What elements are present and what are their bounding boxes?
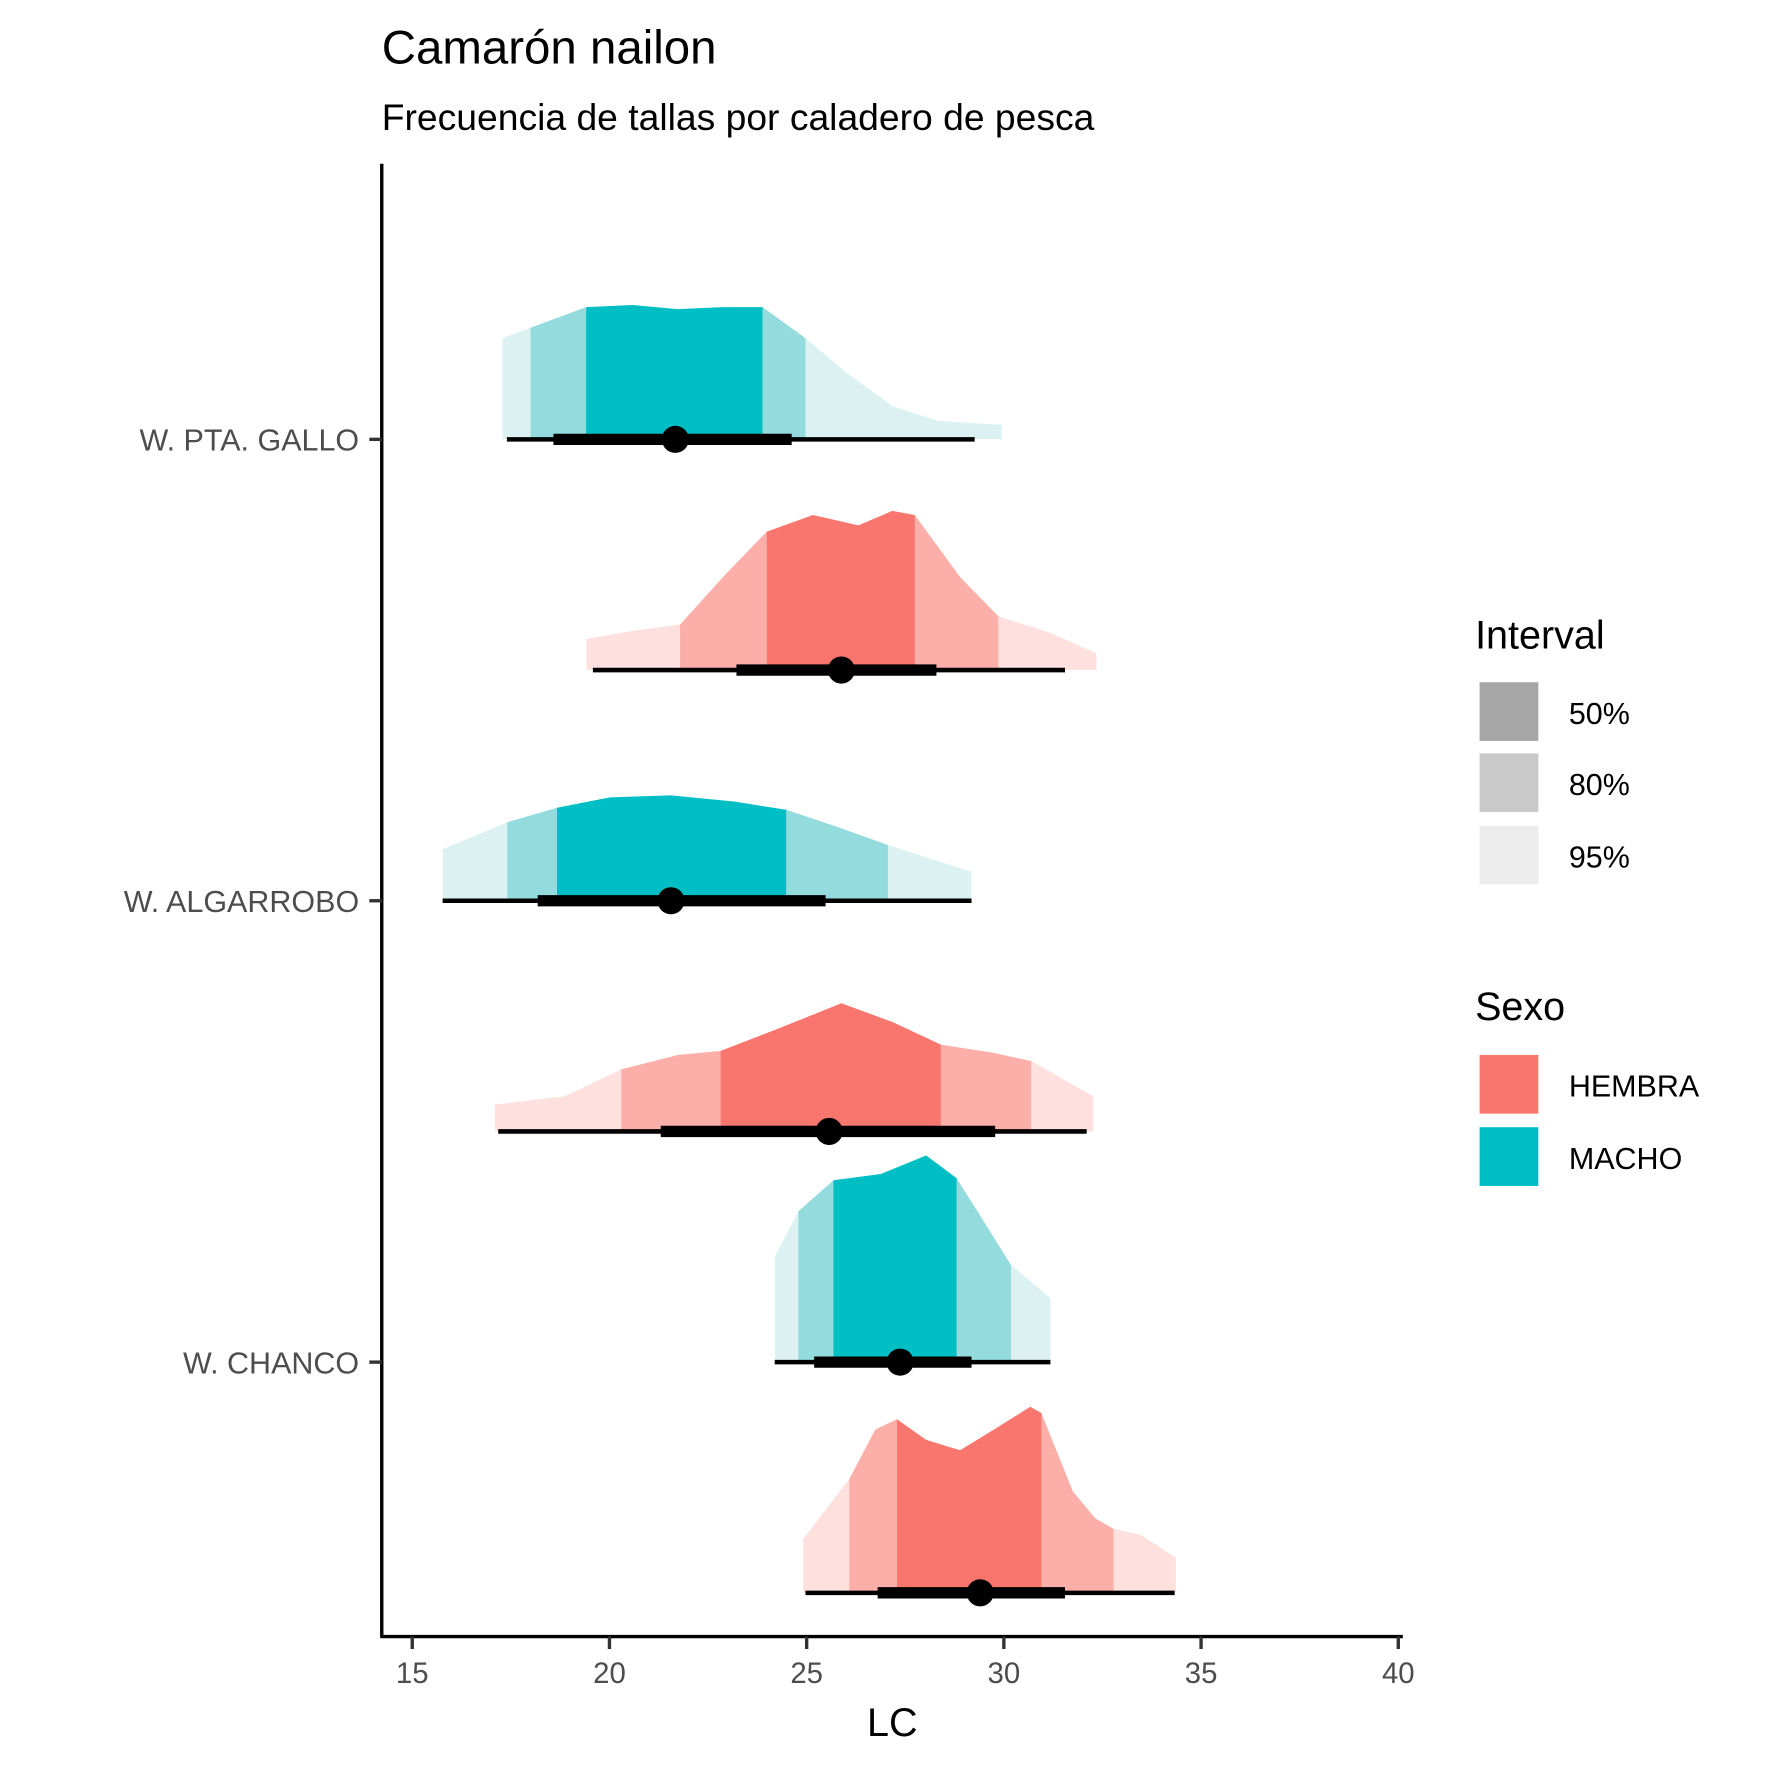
legend-label-50: 50% (1569, 697, 1630, 731)
slab-hembra (803, 1406, 1176, 1607)
x-tick-label: 25 (790, 1657, 823, 1690)
band-80-left (530, 305, 587, 440)
legend-sexo: Sexo HEMBRA MACHO (1475, 985, 1700, 1186)
band-80-right (956, 1155, 1012, 1363)
band-80-right (940, 1003, 1032, 1132)
band-50 (833, 1155, 958, 1363)
slab-hembra (494, 1003, 1094, 1145)
band-80-left (621, 1003, 722, 1132)
band-95-right (1113, 1406, 1176, 1593)
median-point (886, 1348, 914, 1376)
band-95-right (805, 305, 1002, 440)
median-point (966, 1579, 994, 1607)
median-point (661, 425, 689, 453)
band-80-left (680, 510, 768, 671)
band-80-right (1041, 1406, 1115, 1593)
band-80-right (786, 795, 889, 901)
median-point (657, 887, 685, 915)
band-80-left (507, 795, 558, 901)
band-50 (720, 1003, 942, 1132)
slab-hembra (586, 510, 1097, 684)
y-tick-label: W. PTA. GALLO (139, 424, 359, 458)
x-tick-label: 30 (988, 1657, 1021, 1690)
legend-swatch-50 (1479, 682, 1539, 741)
legend-swatch-hembra (1479, 1054, 1539, 1114)
slabs (442, 305, 1176, 1607)
legend-swatch-80 (1479, 753, 1539, 813)
legend-swatch-95 (1479, 825, 1539, 885)
x-axis-label: LC (867, 1701, 918, 1745)
slab-macho (774, 1155, 1051, 1376)
band-95-left (502, 305, 532, 440)
band-95-left (803, 1406, 850, 1593)
legend-swatch-macho (1479, 1127, 1539, 1186)
legend-label-95: 95% (1569, 840, 1630, 874)
legend-sexo-title: Sexo (1475, 985, 1565, 1029)
band-80-right (914, 510, 999, 671)
band-80-left (798, 1155, 835, 1363)
legend-label-hembra: HEMBRA (1569, 1070, 1700, 1104)
y-tick-label: W. ALGARROBO (124, 885, 359, 919)
band-95-left (586, 510, 681, 671)
x-ticks: 15 20 25 30 35 40 (396, 1636, 1415, 1690)
band-95-right (998, 510, 1097, 671)
band-95-right (1031, 1003, 1094, 1132)
band-95-left (774, 1155, 799, 1363)
chart-title: Camarón nailon (382, 21, 717, 74)
slab-macho (502, 305, 1002, 453)
band-50 (586, 305, 764, 440)
slab-macho (442, 795, 972, 915)
band-80-left (849, 1406, 898, 1593)
band-95-left (442, 795, 508, 901)
band-80-right (762, 305, 807, 440)
y-tick-label: W. CHANCO (183, 1346, 359, 1380)
x-tick-label: 15 (396, 1657, 429, 1690)
legend-interval: Interval 50% 80% 95% (1475, 613, 1630, 885)
legend-label-80: 80% (1569, 768, 1630, 802)
band-50 (557, 795, 787, 901)
band-50 (766, 510, 916, 671)
x-tick-label: 35 (1185, 1657, 1218, 1690)
band-95-left (494, 1003, 622, 1132)
median-point (827, 656, 855, 684)
band-95-right (1010, 1155, 1051, 1363)
x-tick-label: 20 (593, 1657, 626, 1690)
legend-label-macho: MACHO (1569, 1142, 1682, 1176)
chart-subtitle: Frecuencia de tallas por caladero de pes… (382, 96, 1095, 138)
band-95-right (887, 795, 972, 901)
x-tick-label: 40 (1382, 1657, 1415, 1690)
legend-interval-title: Interval (1475, 613, 1605, 657)
band-50 (896, 1406, 1042, 1593)
median-point (815, 1117, 843, 1145)
y-ticks: W. CHANCO W. ALGARROBO W. PTA. GALLO (124, 424, 382, 1380)
